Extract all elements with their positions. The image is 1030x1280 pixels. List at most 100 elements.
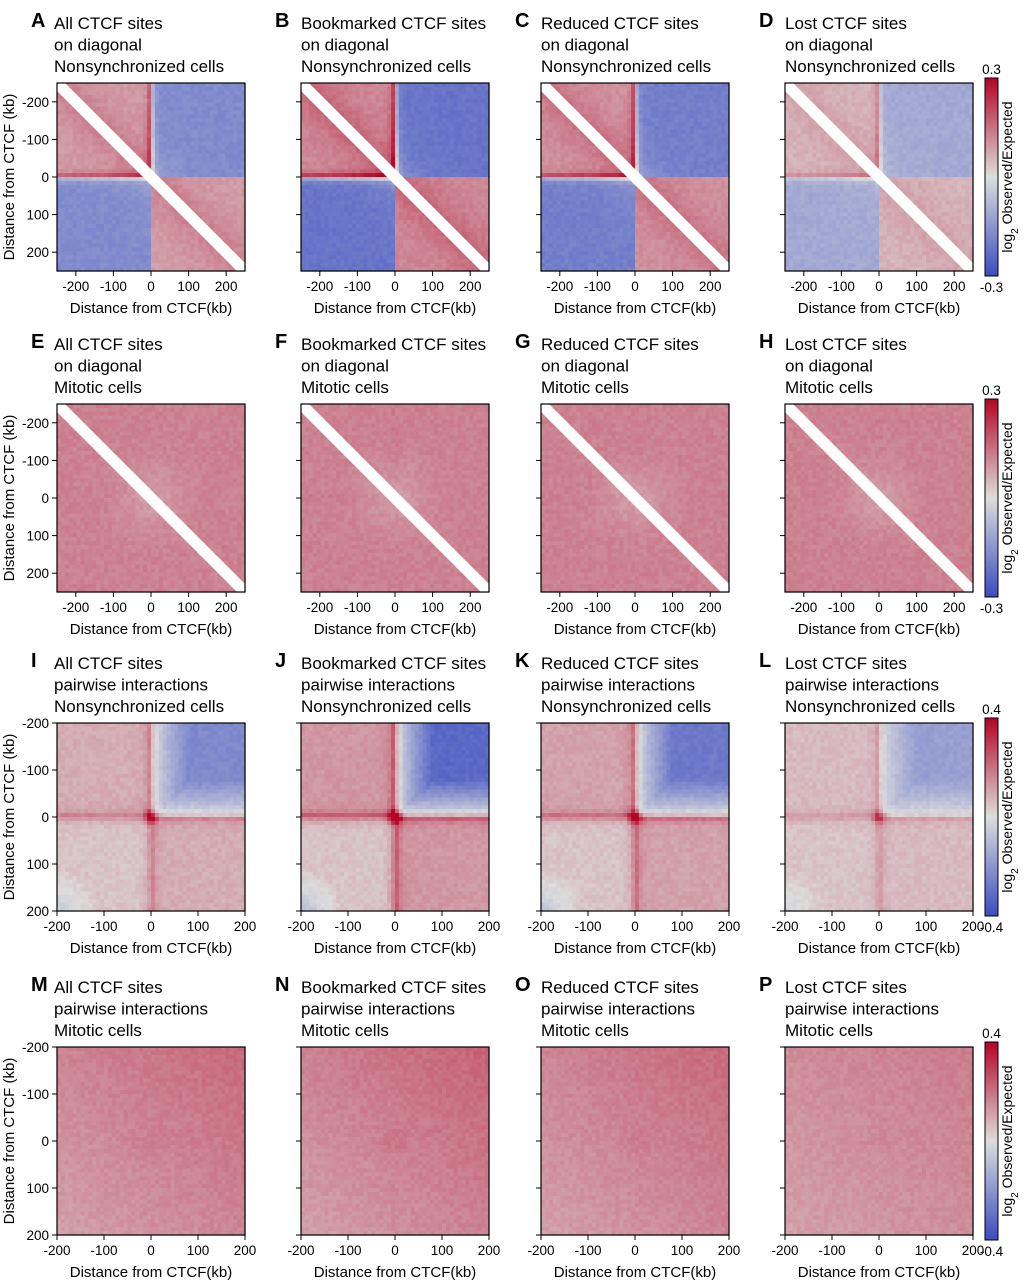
heatmap-cell bbox=[379, 122, 384, 127]
heatmap-cell bbox=[120, 177, 125, 182]
heatmap-cell bbox=[352, 173, 357, 178]
heatmap-cell bbox=[147, 126, 152, 131]
heatmap-cell bbox=[229, 204, 234, 209]
heatmap-cell bbox=[225, 157, 230, 162]
heatmap-cell bbox=[190, 91, 195, 96]
heatmap-cell bbox=[116, 208, 121, 213]
heatmap-cell bbox=[151, 107, 156, 112]
heatmap-cell bbox=[458, 95, 463, 100]
heatmap-cell bbox=[229, 154, 234, 159]
heatmap-cell bbox=[446, 83, 451, 88]
heatmap-cell bbox=[147, 240, 152, 245]
heatmap-cell bbox=[328, 154, 333, 159]
heatmap-cell bbox=[84, 134, 89, 139]
heatmap-cell bbox=[375, 118, 380, 123]
heatmap-cell bbox=[151, 220, 156, 225]
heatmap-cell bbox=[108, 248, 113, 253]
heatmap-cell bbox=[206, 95, 211, 100]
heatmap-cell bbox=[104, 185, 109, 190]
heatmap-cell bbox=[403, 154, 408, 159]
heatmap-cell bbox=[309, 146, 314, 151]
heatmap-cell bbox=[214, 181, 219, 186]
heatmap-cell bbox=[171, 99, 176, 104]
heatmap-cell bbox=[233, 189, 238, 194]
heatmap-cell bbox=[473, 118, 478, 123]
heatmap-cell bbox=[135, 130, 140, 135]
heatmap-cell bbox=[143, 83, 148, 88]
heatmap-cell bbox=[175, 173, 180, 178]
heatmap-cell bbox=[321, 169, 326, 174]
heatmap-cell bbox=[454, 126, 459, 131]
heatmap-cell bbox=[379, 87, 384, 92]
heatmap-cell bbox=[57, 193, 62, 198]
heatmap-cell bbox=[81, 197, 86, 202]
heatmap-cell bbox=[473, 150, 478, 155]
heatmap-cell bbox=[175, 224, 180, 229]
heatmap-cell bbox=[104, 251, 109, 256]
heatmap-cell bbox=[92, 263, 97, 268]
heatmap-cell bbox=[214, 208, 219, 213]
heatmap-cell bbox=[422, 142, 427, 147]
heatmap-cell bbox=[450, 161, 455, 166]
heatmap-cell bbox=[88, 99, 93, 104]
heatmap-cell bbox=[198, 189, 203, 194]
heatmap-cell bbox=[186, 95, 191, 100]
heatmap-cell bbox=[116, 181, 121, 186]
heatmap-cell bbox=[403, 87, 408, 92]
heatmap-cell bbox=[131, 181, 136, 186]
heatmap-cell bbox=[395, 110, 400, 115]
heatmap-cell bbox=[135, 142, 140, 147]
heatmap-cell bbox=[100, 83, 105, 88]
heatmap-cell bbox=[171, 259, 176, 264]
heatmap-cell bbox=[313, 157, 318, 162]
heatmap-cell bbox=[73, 110, 78, 115]
y-tick-label: 0 bbox=[41, 170, 49, 185]
heatmap-cell bbox=[178, 157, 183, 162]
heatmap-cell bbox=[88, 169, 93, 174]
heatmap-cell bbox=[194, 181, 199, 186]
heatmap-cell bbox=[206, 126, 211, 131]
heatmap-cell bbox=[135, 201, 140, 206]
heatmap-cell bbox=[182, 251, 187, 256]
heatmap-cell bbox=[175, 142, 180, 147]
heatmap-cell bbox=[131, 142, 136, 147]
heatmap-cell bbox=[100, 201, 105, 206]
heatmap-cell bbox=[112, 244, 117, 249]
heatmap-cell bbox=[151, 259, 156, 264]
heatmap-cell bbox=[84, 197, 89, 202]
heatmap-cell bbox=[301, 99, 306, 104]
heatmap-cell bbox=[237, 87, 242, 92]
heatmap-cell bbox=[88, 177, 93, 182]
heatmap-cell bbox=[190, 118, 195, 123]
heatmap-cell bbox=[309, 130, 314, 135]
heatmap-cell bbox=[69, 161, 74, 166]
heatmap-cell bbox=[336, 91, 341, 96]
heatmap-cell bbox=[190, 197, 195, 202]
heatmap-cell bbox=[92, 169, 97, 174]
heatmap-cell bbox=[202, 193, 207, 198]
heatmap-cell bbox=[69, 122, 74, 127]
heatmap-cell bbox=[57, 95, 62, 100]
heatmap-cell bbox=[430, 99, 435, 104]
heatmap-cell bbox=[442, 157, 447, 162]
heatmap-cell bbox=[69, 142, 74, 147]
heatmap-cell bbox=[218, 134, 223, 139]
heatmap-cell bbox=[167, 255, 172, 260]
heatmap-cell bbox=[77, 255, 82, 260]
heatmap-cell bbox=[438, 150, 443, 155]
heatmap-cell bbox=[469, 142, 474, 147]
heatmap-cell bbox=[77, 216, 82, 221]
heatmap-cell bbox=[202, 197, 207, 202]
heatmap-cell bbox=[233, 126, 238, 131]
heatmap-cell bbox=[469, 99, 474, 104]
heatmap-cell bbox=[419, 99, 424, 104]
heatmap-cell bbox=[139, 263, 144, 268]
heatmap-cell bbox=[229, 122, 234, 127]
heatmap-cell bbox=[128, 165, 133, 170]
heatmap-cell bbox=[167, 157, 172, 162]
heatmap-cell bbox=[159, 146, 164, 151]
heatmap-cell bbox=[167, 181, 172, 186]
heatmap-cell bbox=[128, 169, 133, 174]
heatmap-cell bbox=[88, 83, 93, 88]
heatmap-cell bbox=[438, 130, 443, 135]
